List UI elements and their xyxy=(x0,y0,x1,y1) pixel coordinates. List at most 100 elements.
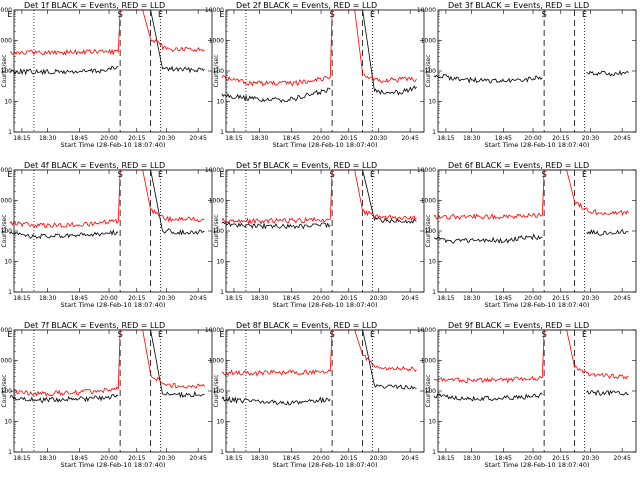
plot-frame xyxy=(437,9,637,133)
x-tick-label: 18:15 xyxy=(225,455,242,462)
x-tick-label: 20:15 xyxy=(552,135,569,142)
x-tick-label: 18:45 xyxy=(71,135,88,142)
panel-title: Det 3f BLACK = Events, RED = LLD xyxy=(448,1,589,10)
y-axis-label: Counts/sec xyxy=(425,374,432,407)
event-marker-label: S xyxy=(542,10,547,19)
series-line-events xyxy=(120,9,205,74)
y-tick-label: 1000 xyxy=(421,198,436,205)
x-tick-label: 20:45 xyxy=(613,135,630,142)
y-tick-label: 1 xyxy=(220,129,224,136)
x-tick-label: 20:15 xyxy=(340,295,357,302)
y-tick-label: 100 xyxy=(213,388,225,395)
series-line-lld xyxy=(221,169,417,225)
event-marker-label: E xyxy=(158,170,163,179)
panel-title: Det 1f BLACK = Events, RED = LLD xyxy=(24,1,165,10)
panel-title: Det 6f BLACK = Events, RED = LLD xyxy=(448,161,589,170)
x-tick-label: 20:30 xyxy=(582,455,599,462)
y-tick-label: 100 xyxy=(213,228,225,235)
x-tick-label: 20:00 xyxy=(100,295,117,302)
x-tick-label: 20:00 xyxy=(100,455,117,462)
x-tick-label: 20:15 xyxy=(128,135,145,142)
x-tick-label: 18:45 xyxy=(283,135,300,142)
x-tick-label: 18:45 xyxy=(495,135,512,142)
y-tick-label: 1 xyxy=(8,289,12,296)
x-tick-label: 18:15 xyxy=(13,455,30,462)
y-tick-label: 1000 xyxy=(209,198,224,205)
event-marker-label: E xyxy=(158,330,163,339)
x-tick-label: 18:30 xyxy=(39,455,56,462)
x-tick-label: 20:30 xyxy=(158,455,175,462)
y-tick-label: 100 xyxy=(1,68,13,75)
x-tick-label: 18:45 xyxy=(71,295,88,302)
x-tick-label: 18:45 xyxy=(71,455,88,462)
event-marker-label: E xyxy=(219,330,224,339)
x-tick-label: 20:15 xyxy=(552,295,569,302)
x-tick-label: 18:45 xyxy=(283,455,300,462)
x-tick-label: 20:00 xyxy=(524,455,541,462)
y-tick-label: 10 xyxy=(428,259,436,266)
y-tick-label: 1 xyxy=(432,129,436,136)
y-tick-label: 100 xyxy=(425,68,437,75)
y-axis-label: Counts/sec xyxy=(425,214,432,247)
x-tick-label: 18:45 xyxy=(495,455,512,462)
panel-2: Det 2f BLACK = Events, RED = LLD Counts/s… xyxy=(205,1,425,149)
x-tick-label: 18:30 xyxy=(39,135,56,142)
x-tick-label: 20:45 xyxy=(401,295,418,302)
x-tick-label: 20:00 xyxy=(312,295,329,302)
x-tick-label: 18:30 xyxy=(463,295,480,302)
series-line-events xyxy=(9,394,119,404)
event-marker-label: E xyxy=(7,10,12,19)
x-tick-label: 20:30 xyxy=(158,295,175,302)
y-axis-label: Counts/sec xyxy=(213,214,220,247)
y-tick-label: 10 xyxy=(216,419,224,426)
x-tick-label: 20:00 xyxy=(100,135,117,142)
panel-9: Det 9f BLACK = Events, RED = LLD Counts/s… xyxy=(417,321,637,469)
series-line-lld xyxy=(9,9,205,56)
x-tick-label: 20:00 xyxy=(524,135,541,142)
x-tick-label: 20:45 xyxy=(189,135,206,142)
event-marker-label: E xyxy=(219,170,224,179)
x-axis-label: Start Time (28-Feb-10 18:07:40) xyxy=(485,301,590,309)
x-axis-label: Start Time (28-Feb-10 18:07:40) xyxy=(61,141,166,149)
x-tick-label: 20:15 xyxy=(128,295,145,302)
x-axis-label: Start Time (28-Feb-10 18:07:40) xyxy=(485,461,590,469)
panel-5: Det 5f BLACK = Events, RED = LLD Counts/s… xyxy=(205,161,425,309)
y-tick-label: 100 xyxy=(425,388,437,395)
event-marker-label: E xyxy=(7,330,12,339)
series-line-lld xyxy=(9,169,205,229)
x-tick-label: 18:30 xyxy=(251,135,268,142)
y-tick-label: 10000 xyxy=(205,7,224,14)
y-tick-label: 1000 xyxy=(421,358,436,365)
y-tick-label: 10000 xyxy=(0,327,12,334)
event-marker-label: E xyxy=(370,170,375,179)
y-tick-label: 100 xyxy=(425,228,437,235)
x-tick-label: 20:15 xyxy=(340,135,357,142)
panel-6: Det 6f BLACK = Events, RED = LLD Counts/s… xyxy=(417,161,637,309)
plot-frame xyxy=(225,169,425,293)
y-tick-label: 10 xyxy=(216,99,224,106)
y-tick-label: 1000 xyxy=(0,38,12,45)
series-line-lld xyxy=(433,169,629,221)
series-line-lld xyxy=(433,329,629,384)
x-tick-label: 20:30 xyxy=(370,295,387,302)
y-tick-label: 10000 xyxy=(0,167,12,174)
x-tick-label: 20:45 xyxy=(401,455,418,462)
x-tick-label: 18:15 xyxy=(13,135,30,142)
x-tick-label: 18:45 xyxy=(495,295,512,302)
series-line-events xyxy=(586,69,629,77)
x-tick-label: 20:45 xyxy=(613,295,630,302)
x-tick-label: 18:30 xyxy=(251,295,268,302)
plot-frame xyxy=(225,9,425,133)
event-marker-label: E xyxy=(370,330,375,339)
series-line-events xyxy=(332,9,417,96)
plot-frame xyxy=(437,329,637,453)
x-tick-label: 18:15 xyxy=(225,135,242,142)
series-line-events xyxy=(9,65,119,76)
x-tick-label: 20:00 xyxy=(312,135,329,142)
y-tick-label: 10 xyxy=(216,259,224,266)
x-tick-label: 20:15 xyxy=(128,455,145,462)
y-tick-label: 10000 xyxy=(417,7,436,14)
y-tick-label: 1 xyxy=(432,449,436,456)
event-marker-label: E xyxy=(158,10,163,19)
